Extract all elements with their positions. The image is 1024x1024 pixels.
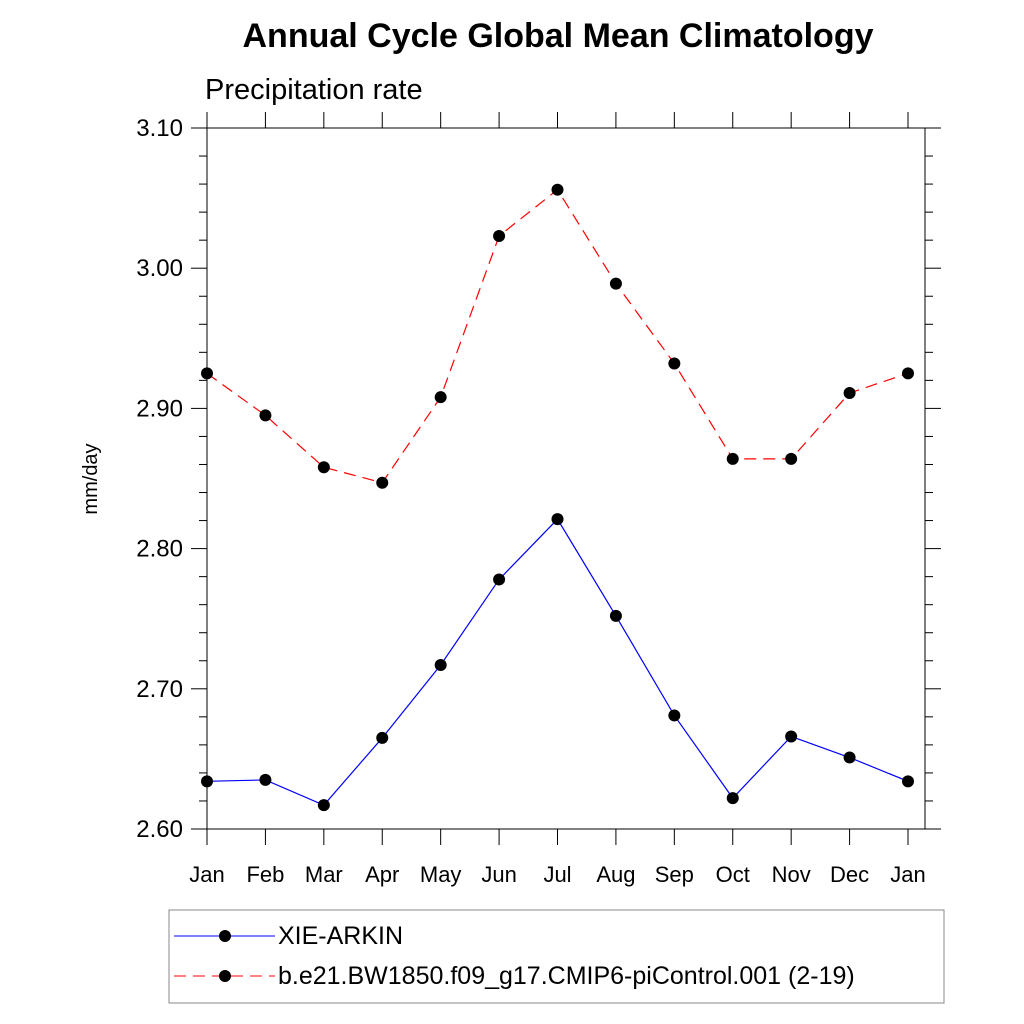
x-tick-labels: Jan Feb Mar Apr May Jun Jul Aug Sep Oct Nov Dec Jan xyxy=(189,862,925,887)
series-0-point xyxy=(902,775,914,788)
chart-subtitle: Precipitation rate xyxy=(205,74,423,106)
legend: XIE-ARKIN b.e21.BW1850.f09_g17.CMIP6-piC… xyxy=(168,909,945,1004)
y-tick-label: 3.10 xyxy=(136,115,183,142)
x-tick-label: Mar xyxy=(305,862,343,887)
series-0-point xyxy=(843,751,856,764)
chart-title: Annual Cycle Global Mean Climatology xyxy=(243,17,874,55)
series-0-point xyxy=(609,609,622,622)
series-1-point xyxy=(493,229,506,242)
x-tick-label: May xyxy=(420,862,462,887)
legend-marker-xie-arkin xyxy=(219,930,231,942)
x-tick-label: Oct xyxy=(716,862,750,887)
series-0-point xyxy=(259,773,272,786)
series-1-point xyxy=(376,476,389,489)
x-tick-label: Nov xyxy=(772,862,811,887)
series-1-point xyxy=(434,391,447,404)
y-tick-label: 2.70 xyxy=(136,676,183,703)
series-0 xyxy=(201,513,914,812)
series-0-point xyxy=(434,658,447,671)
series-0-point xyxy=(317,799,330,812)
series-line-0 xyxy=(206,518,909,806)
legend-marker-piControl xyxy=(219,970,231,982)
y-tick-label: 2.90 xyxy=(136,395,183,422)
y-tick-label: 3.00 xyxy=(136,255,183,282)
plot-border xyxy=(206,127,926,830)
series-1-point xyxy=(785,452,798,465)
x-tick-label: Dec xyxy=(830,862,869,887)
legend-label-xie-arkin: XIE-ARKIN xyxy=(278,922,403,950)
series-1-point xyxy=(551,183,564,196)
series-1-point xyxy=(317,461,330,474)
x-tick-label: Feb xyxy=(246,862,284,887)
y-tick-label: 2.60 xyxy=(136,816,183,843)
x-tick-label: Apr xyxy=(365,862,399,887)
series-0-point xyxy=(493,573,506,586)
series-0-point xyxy=(376,731,389,744)
series-1-point xyxy=(201,367,213,380)
x-tick-label: Jan xyxy=(890,862,925,887)
y-axis-label: mm/day xyxy=(80,443,102,514)
plot-frame xyxy=(206,127,926,830)
legend-label-piControl: b.e21.BW1850.f09_g17.CMIP6-piControl.001… xyxy=(278,962,855,990)
y-tick-labels: 2.60 2.70 2.80 2.90 3.00 3.10 xyxy=(136,115,183,843)
series-0-point xyxy=(551,513,564,526)
x-tick-label: Jun xyxy=(481,862,516,887)
x-tick-label: Aug xyxy=(596,862,635,887)
series-1-point xyxy=(726,452,739,465)
series-1-point xyxy=(843,386,856,399)
series-0-point xyxy=(785,730,798,743)
axis-ticks xyxy=(191,112,941,845)
series-1-point xyxy=(668,357,681,370)
legend-box xyxy=(168,909,945,1004)
x-tick-label: Jan xyxy=(189,862,224,887)
series-0-point xyxy=(668,709,681,722)
series-layer xyxy=(201,183,914,812)
series-1-point xyxy=(902,367,914,380)
series-line-1 xyxy=(206,188,909,484)
x-tick-label: Sep xyxy=(655,862,694,887)
series-0-point xyxy=(726,792,739,805)
x-tick-label: Jul xyxy=(543,862,571,887)
y-tick-label: 2.80 xyxy=(136,536,183,563)
series-1-point xyxy=(609,277,622,290)
series-1 xyxy=(201,183,914,489)
series-1-point xyxy=(259,409,272,422)
series-0-point xyxy=(201,775,213,788)
